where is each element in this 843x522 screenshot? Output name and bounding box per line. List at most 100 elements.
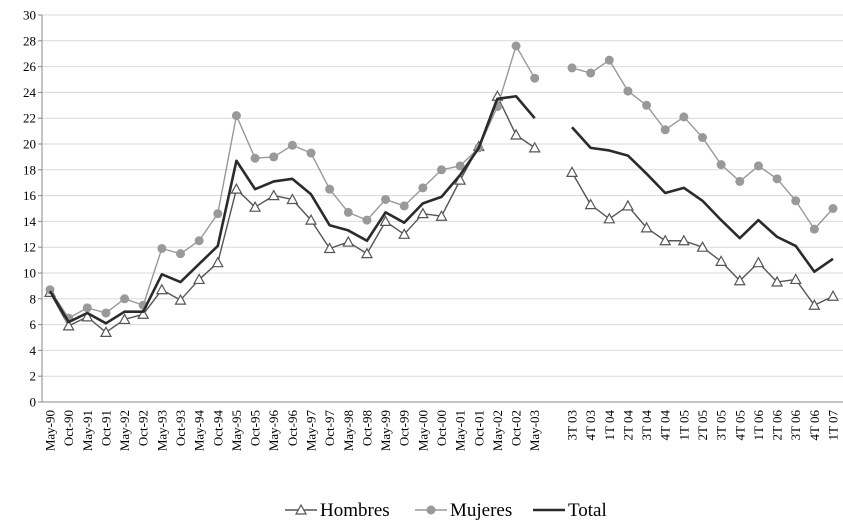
data-point [157, 243, 167, 253]
data-point [250, 153, 260, 163]
data-point [696, 240, 709, 252]
x-tick-label: May-93 [154, 410, 169, 451]
data-point [716, 160, 726, 170]
x-tick-label: 2T 06 [770, 410, 785, 441]
y-tick-label: 22 [23, 111, 36, 126]
x-tick-label: 3T 04 [639, 410, 654, 441]
y-tick-label: 16 [23, 188, 37, 203]
x-tick-label: May-02 [490, 410, 505, 451]
x-tick-label: May-99 [378, 410, 393, 451]
data-point [399, 201, 409, 211]
data-point [659, 234, 672, 246]
data-point [809, 224, 819, 234]
data-point [771, 275, 784, 287]
data-point [621, 199, 634, 211]
data-point [640, 221, 653, 233]
data-point [325, 184, 335, 194]
y-tick-label: 10 [23, 266, 36, 281]
data-point [623, 86, 633, 96]
y-tick-label: 4 [30, 343, 37, 358]
data-point [698, 133, 707, 143]
x-tick-label: Oct-97 [322, 410, 337, 447]
data-point [565, 166, 579, 177]
data-point [826, 289, 840, 301]
data-point [416, 207, 429, 219]
x-tick-label: 1T 07 [826, 410, 841, 441]
data-point [828, 204, 838, 213]
x-tick-label: Oct-92 [136, 410, 151, 446]
data-point [174, 293, 187, 305]
legend-marker [294, 503, 308, 515]
x-tick-label: Oct-91 [98, 410, 113, 446]
data-point [567, 63, 577, 73]
data-point [604, 55, 614, 65]
data-point [437, 165, 446, 175]
data-point [418, 183, 428, 193]
x-tick-label: 4T 06 [807, 410, 822, 441]
data-point [82, 303, 92, 313]
data-point [213, 209, 223, 219]
x-tick-label: Oct-94 [210, 410, 225, 447]
data-point [735, 176, 745, 186]
x-tick-label: May-95 [229, 410, 244, 451]
x-tick-label: Oct-93 [173, 410, 188, 446]
data-point [137, 308, 150, 319]
x-tick-label: 3T 03 [565, 410, 580, 440]
data-point [511, 41, 521, 51]
y-tick-label: 30 [23, 8, 36, 23]
y-tick-label: 24 [23, 85, 37, 100]
x-tick-label: 1T 04 [602, 410, 617, 441]
data-point [193, 273, 206, 285]
x-tick-label: Oct-90 [61, 410, 76, 446]
x-tick-label: May-96 [266, 410, 281, 452]
data-point [642, 100, 652, 110]
data-point [398, 228, 411, 239]
data-point [772, 174, 782, 184]
data-point [269, 152, 279, 162]
x-tick-label: May-94 [192, 410, 207, 452]
data-point [45, 285, 55, 295]
data-point [101, 308, 111, 318]
x-tick-label: Oct-99 [397, 410, 412, 446]
data-point [120, 294, 130, 304]
data-point [752, 256, 765, 268]
y-tick-label: 0 [30, 395, 37, 410]
data-point [586, 68, 596, 78]
y-tick-label: 28 [23, 33, 36, 48]
x-tick-label: 4T 04 [658, 410, 673, 441]
data-point [528, 141, 541, 153]
data-point [286, 193, 299, 205]
data-point [360, 247, 373, 259]
data-point [789, 273, 802, 285]
data-point [381, 194, 391, 204]
legend-label: Total [568, 500, 607, 521]
data-point [304, 213, 318, 225]
legend-label: Hombres [320, 500, 390, 521]
data-point [510, 128, 523, 140]
x-tick-label: 3T 06 [788, 410, 803, 441]
x-tick-label: May-97 [304, 410, 319, 452]
data-point [362, 215, 372, 225]
x-tick-label: 1T 05 [676, 410, 691, 440]
data-point [267, 189, 280, 201]
y-tick-label: 14 [23, 214, 37, 229]
y-tick-label: 26 [23, 59, 37, 74]
series-line [48, 94, 834, 325]
data-point [306, 148, 316, 158]
x-tick-label: 2T 05 [695, 410, 710, 440]
data-point [808, 299, 821, 310]
x-tick-label: Oct-98 [359, 410, 374, 446]
x-tick-label: May-98 [341, 410, 356, 451]
data-point [343, 207, 353, 217]
x-tick-label: Oct-00 [434, 410, 449, 446]
x-tick-label: 1T 06 [751, 410, 766, 441]
data-point [194, 236, 204, 246]
data-point [715, 255, 728, 266]
data-point [660, 125, 670, 135]
data-point [677, 234, 690, 246]
data-point [155, 283, 168, 295]
data-point [455, 161, 465, 171]
x-tick-label: May-92 [117, 410, 132, 451]
x-tick-label: Oct-96 [285, 410, 300, 447]
